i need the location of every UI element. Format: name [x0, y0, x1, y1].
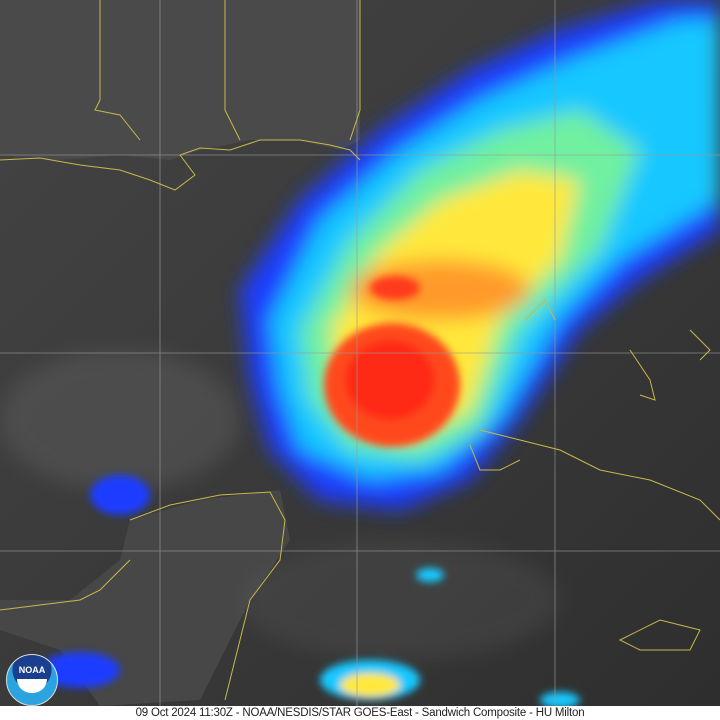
- land-us: [0, 0, 360, 160]
- image-caption: 09 Oct 2024 11:30Z - NOAA/NESDIS/STAR GO…: [0, 706, 720, 720]
- convection-cells: [40, 475, 580, 706]
- land-yucatan: [0, 490, 290, 706]
- noaa-logo-text: NOAA: [18, 665, 46, 675]
- noaa-bird-icon: [17, 679, 47, 693]
- hurricane-eyewall: [324, 276, 460, 447]
- coastlines: [0, 0, 720, 701]
- noaa-logo: NOAA: [6, 654, 58, 706]
